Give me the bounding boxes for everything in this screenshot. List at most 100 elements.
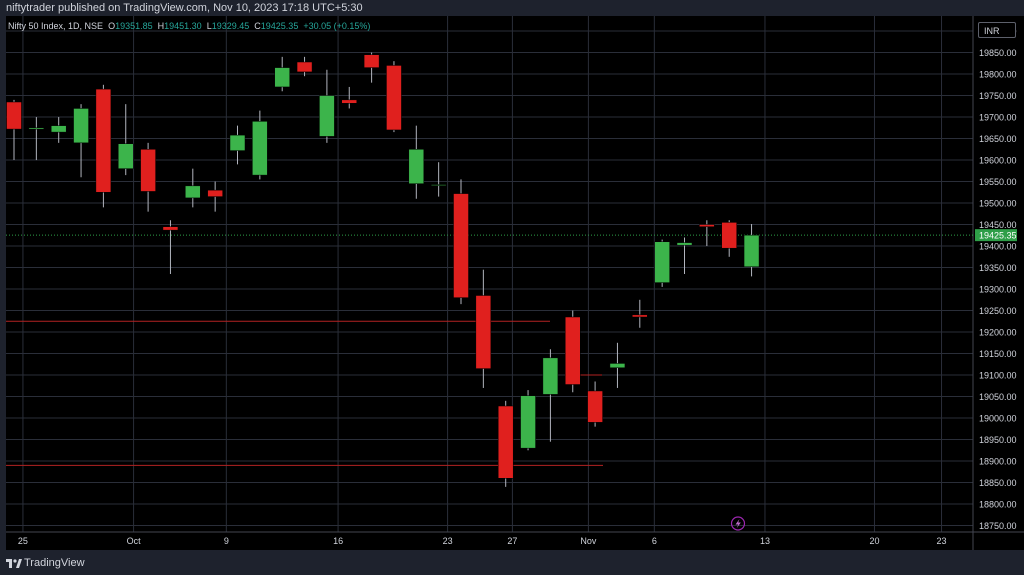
y-tick-label: 18800.00 — [979, 500, 1017, 510]
candle[interactable] — [520, 390, 536, 451]
high-value: 19451.30 — [164, 21, 202, 31]
y-tick-label: 19800.00 — [979, 70, 1017, 80]
candle[interactable] — [565, 310, 581, 393]
candle-body — [609, 363, 626, 368]
x-tick-label: 20 — [869, 536, 879, 546]
publish-header: niftytrader published on TradingView.com… — [0, 0, 1024, 16]
candle-body — [520, 395, 536, 449]
candle[interactable] — [341, 86, 357, 109]
candle[interactable] — [118, 104, 134, 176]
x-tick-label: 27 — [507, 536, 517, 546]
candle[interactable] — [497, 400, 514, 487]
x-tick-label: 16 — [333, 536, 343, 546]
x-tick-label: Nov — [580, 536, 597, 546]
y-tick-label: 19300.00 — [979, 285, 1017, 295]
candle-body — [6, 101, 22, 130]
y-tick-label: 19450.00 — [979, 220, 1017, 230]
symbol-label: Nifty 50 Index, 1D, NSE — [8, 21, 104, 31]
x-tick-label: Oct — [127, 536, 142, 546]
y-tick-label: 19100.00 — [979, 371, 1017, 381]
candle-body — [699, 224, 715, 227]
candle[interactable] — [6, 99, 22, 161]
candle-body — [565, 316, 581, 385]
candle-body — [430, 184, 447, 186]
candle[interactable] — [28, 117, 45, 161]
candle[interactable] — [743, 223, 760, 277]
candle-body — [386, 65, 402, 131]
candle[interactable] — [609, 342, 626, 388]
candle-body — [296, 61, 313, 73]
footer-brand: TradingView — [24, 557, 85, 569]
currency-button[interactable]: INR — [978, 22, 1016, 38]
candle[interactable] — [676, 237, 693, 274]
candle[interactable] — [185, 168, 201, 208]
y-tick-label: 18750.00 — [979, 521, 1017, 531]
close-value: 19425.35 — [260, 21, 299, 31]
candle-body — [319, 95, 335, 137]
last-price-badge — [975, 229, 1017, 242]
price-chart[interactable]: 19900.0019850.0019800.0019750.0019700.00… — [0, 16, 1024, 550]
candle[interactable] — [363, 52, 380, 83]
candle[interactable] — [699, 220, 715, 247]
open-value: 19351.85 — [115, 21, 153, 31]
candle[interactable] — [207, 181, 223, 212]
candle[interactable] — [274, 56, 290, 92]
publish-text: niftytrader published on TradingView.com… — [6, 2, 363, 14]
price-axis — [973, 16, 1024, 532]
candle[interactable] — [50, 117, 67, 143]
y-tick-label: 19500.00 — [979, 199, 1017, 209]
footer-bar — [0, 550, 1024, 575]
candle[interactable] — [408, 125, 425, 199]
lightning-icon[interactable] — [730, 516, 746, 531]
y-tick-label: 19650.00 — [979, 134, 1017, 144]
candle-body — [252, 121, 268, 176]
candle-body — [475, 295, 492, 369]
candle-body — [654, 241, 670, 283]
x-tick-label: 6 — [652, 536, 657, 546]
candle-body — [229, 134, 246, 151]
candle[interactable] — [252, 110, 268, 180]
plot-area — [6, 16, 973, 532]
candle-body — [50, 125, 67, 133]
candle[interactable] — [632, 299, 648, 328]
low-label: L — [206, 21, 212, 31]
candle[interactable] — [229, 125, 246, 165]
candle[interactable] — [542, 349, 559, 442]
candle[interactable] — [386, 61, 402, 133]
candle[interactable] — [654, 239, 670, 287]
candle[interactable] — [162, 220, 179, 274]
y-tick-label: 19350.00 — [979, 263, 1017, 273]
candle[interactable] — [73, 104, 89, 178]
low-value: 19329.45 — [211, 21, 250, 31]
candle[interactable] — [721, 220, 737, 257]
candle[interactable] — [453, 179, 469, 305]
candle-body — [341, 99, 357, 104]
open-label: O — [108, 21, 116, 31]
candle[interactable] — [587, 381, 603, 427]
x-tick-label: 23 — [937, 536, 947, 546]
y-tick-label: 19600.00 — [979, 156, 1017, 166]
y-tick-label: 19250.00 — [979, 306, 1017, 316]
candle-body — [743, 234, 760, 268]
candle[interactable] — [319, 69, 335, 143]
candle[interactable] — [475, 269, 492, 388]
x-tick-label: 13 — [760, 536, 770, 546]
change-value: +30.05 (+0.15%) — [303, 21, 371, 31]
candle-body — [207, 189, 223, 197]
candle-body — [73, 108, 89, 144]
candle-body — [95, 88, 112, 193]
y-tick-label: 19400.00 — [979, 242, 1017, 252]
candle[interactable] — [95, 84, 112, 208]
candle-body — [721, 222, 737, 249]
y-tick-label: 19050.00 — [979, 392, 1017, 402]
candle[interactable] — [140, 142, 156, 212]
x-tick-label: 9 — [224, 536, 229, 546]
candle-body — [274, 67, 290, 88]
time-axis — [6, 532, 1024, 550]
candle-body — [28, 127, 45, 130]
candle[interactable] — [296, 56, 313, 77]
candle[interactable] — [430, 162, 447, 197]
candle-body — [453, 193, 469, 298]
x-tick-label: 23 — [443, 536, 453, 546]
